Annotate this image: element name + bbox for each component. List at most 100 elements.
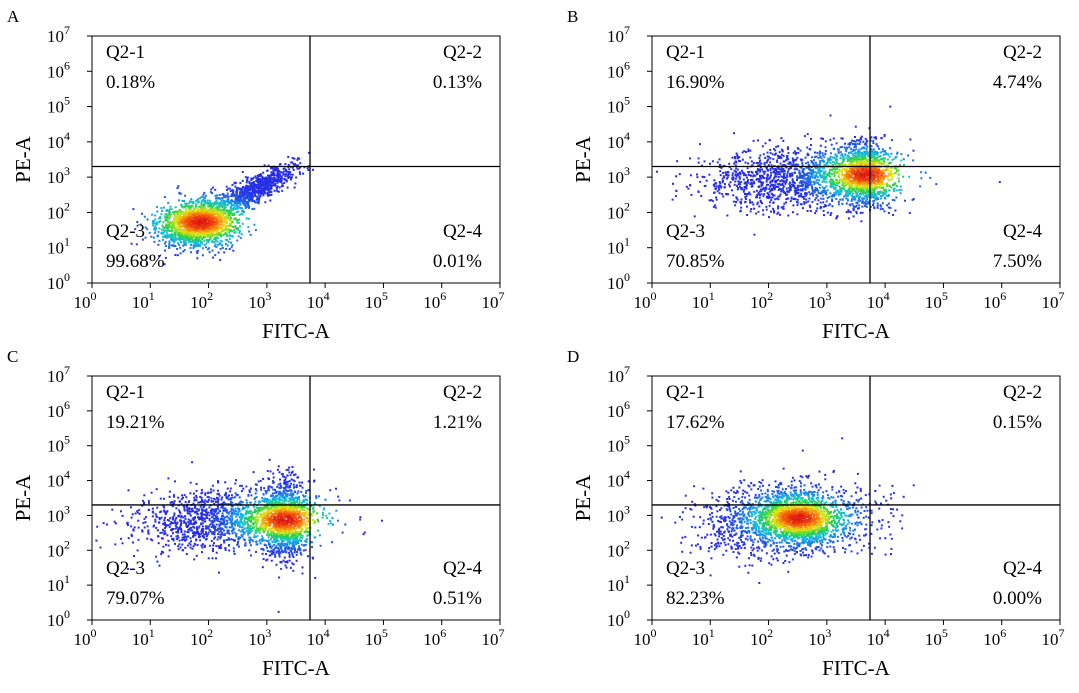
event-point <box>710 199 713 202</box>
event-point <box>168 229 171 232</box>
event-point <box>278 176 281 179</box>
event-point <box>749 210 752 213</box>
event-point <box>697 161 700 164</box>
event-point <box>839 193 842 196</box>
event-point <box>212 256 214 259</box>
event-point <box>845 182 848 185</box>
x-tick-label: 103 <box>248 289 271 312</box>
event-point <box>786 155 789 158</box>
event-point <box>891 175 894 178</box>
event-point <box>241 171 244 173</box>
event-point <box>689 174 692 177</box>
event-point <box>908 175 911 178</box>
event-point <box>758 157 761 159</box>
event-point <box>191 202 194 205</box>
event-point <box>725 193 728 196</box>
event-point <box>239 188 241 191</box>
event-point <box>900 188 903 191</box>
event-point <box>814 167 817 169</box>
event-point <box>188 215 191 218</box>
event-point <box>191 239 194 242</box>
event-point <box>267 164 270 167</box>
event-point <box>228 234 231 237</box>
event-point <box>870 162 873 165</box>
event-point <box>141 238 144 241</box>
event-point <box>844 142 846 145</box>
event-point <box>252 184 255 187</box>
event-point <box>843 158 846 161</box>
event-point <box>224 206 227 209</box>
event-point <box>885 190 888 193</box>
event-point <box>174 234 177 237</box>
event-point <box>849 151 852 154</box>
event-point <box>215 236 218 239</box>
event-point <box>225 185 228 188</box>
event-point <box>219 219 222 222</box>
event-point <box>255 177 258 180</box>
event-point <box>833 183 836 186</box>
event-point <box>823 163 826 166</box>
event-point <box>857 174 860 177</box>
event-point <box>273 178 276 181</box>
event-point <box>731 156 734 159</box>
event-point <box>770 199 773 202</box>
event-point <box>260 174 263 177</box>
event-point <box>744 196 747 199</box>
event-point <box>819 170 822 173</box>
event-point <box>867 155 870 157</box>
event-point <box>862 192 865 195</box>
event-point <box>758 190 761 193</box>
event-point <box>210 203 213 206</box>
event-point <box>845 211 848 214</box>
event-point <box>780 183 783 186</box>
event-point <box>258 183 261 186</box>
event-point <box>836 184 839 187</box>
event-point <box>845 156 848 159</box>
event-point <box>766 178 769 181</box>
event-point <box>894 156 897 159</box>
event-point <box>861 181 864 184</box>
event-point <box>257 190 260 193</box>
event-point <box>758 205 761 208</box>
event-point <box>758 169 761 171</box>
event-point <box>740 206 743 209</box>
event-point <box>192 221 195 224</box>
event-point <box>185 223 188 226</box>
event-point <box>219 247 222 250</box>
event-point <box>713 191 716 194</box>
event-point <box>766 173 769 176</box>
event-point <box>268 189 271 192</box>
event-point <box>278 186 281 189</box>
event-point <box>771 196 774 199</box>
event-point <box>886 185 889 188</box>
event-point <box>874 166 877 169</box>
event-point <box>734 173 737 176</box>
event-point <box>254 201 256 204</box>
event-point <box>223 209 225 212</box>
event-point <box>864 162 867 165</box>
event-point <box>876 171 879 174</box>
event-point <box>224 221 227 224</box>
event-point <box>210 212 213 215</box>
event-point <box>824 192 827 195</box>
event-point <box>860 186 863 189</box>
event-point <box>676 160 679 163</box>
event-point <box>831 164 834 167</box>
event-point <box>226 222 229 225</box>
event-point <box>232 226 235 228</box>
event-point <box>871 156 874 159</box>
event-point <box>876 198 879 201</box>
event-point <box>134 228 137 231</box>
event-point <box>855 201 858 204</box>
event-point <box>822 189 825 192</box>
event-point <box>214 223 217 226</box>
event-point <box>893 167 896 170</box>
event-point <box>811 201 814 203</box>
event-point <box>879 151 882 154</box>
event-point <box>832 167 835 170</box>
event-point <box>242 200 245 203</box>
event-point <box>801 158 804 161</box>
event-point <box>163 196 166 198</box>
event-point <box>250 194 253 197</box>
event-point <box>819 192 822 195</box>
